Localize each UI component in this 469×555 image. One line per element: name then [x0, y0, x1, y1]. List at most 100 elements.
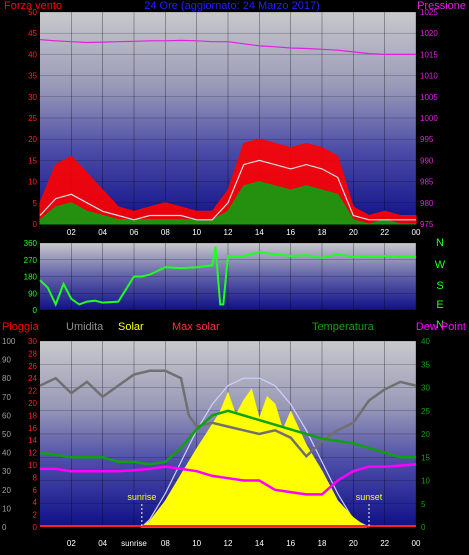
y-left-tick-label: 45	[28, 29, 37, 38]
x-tick-label: 12	[224, 228, 233, 237]
series-umidita	[39, 369, 417, 459]
y-right-tick-label: 980	[420, 199, 434, 208]
y-right-tick-label: 995	[420, 135, 434, 144]
x-tick-label: 16	[286, 539, 295, 548]
y-left-tick-label: 30	[28, 93, 37, 102]
y-left-tick-label: 5	[33, 199, 38, 208]
x-tick-label: 00	[412, 228, 421, 237]
compass-label: N	[436, 237, 444, 249]
x-tick-label: 22	[380, 228, 389, 237]
series-vento-medio	[39, 181, 416, 225]
label-humidity: Umidita	[66, 321, 104, 333]
y-tick-label: 0	[33, 306, 38, 315]
series-dew-point	[40, 462, 417, 496]
y-left-tick-label: 25	[28, 114, 37, 123]
y-humidity-tick-label: 100	[2, 337, 16, 346]
sunset-label: sunset	[356, 492, 383, 502]
compass-label: W	[435, 259, 446, 271]
x-tick-label: 20	[349, 228, 358, 237]
series-max-solar	[141, 377, 370, 528]
compass-label: E	[436, 299, 443, 311]
y-left-tick-label: 35	[28, 72, 37, 81]
y-tick-label: 90	[28, 289, 37, 298]
x-tick-label: 14	[255, 228, 264, 237]
y-tick-label: 180	[24, 273, 38, 282]
y-tick-label: 360	[24, 239, 38, 248]
y-rain-tick-label: 8	[33, 473, 38, 482]
y-rain-tick-label: 10	[28, 461, 37, 470]
series-media	[39, 159, 416, 221]
y-right-tick-label: 1000	[420, 114, 438, 123]
x-tick-label: sunrise	[121, 539, 147, 548]
y-rain-tick-label: 4	[33, 498, 38, 507]
y-left-tick-label: 15	[28, 156, 37, 165]
y-humidity-tick-label: 30	[2, 467, 11, 476]
y-tick-label: 270	[24, 256, 38, 265]
label-rain: Pioggia	[2, 321, 40, 333]
y-rain-tick-label: 0	[33, 523, 38, 532]
y-rain-tick-label: 18	[28, 411, 37, 420]
y-humidity-tick-label: 60	[2, 411, 11, 420]
y-right-tick-label: 1020	[420, 29, 438, 38]
x-tick-label: 22	[380, 539, 389, 548]
y-right-tick-label: 25	[421, 407, 430, 416]
series-temperatura	[39, 409, 416, 466]
label-wind: Forza vento	[4, 0, 62, 12]
y-left-tick-label: 50	[28, 8, 37, 17]
y-humidity-tick-label: 20	[2, 486, 11, 495]
series-pressione	[39, 39, 416, 56]
y-right-tick-label: 35	[421, 360, 430, 369]
x-tick-label: 12	[224, 539, 233, 548]
label-pressure: Pressione	[417, 0, 466, 12]
y-rain-tick-label: 24	[28, 374, 37, 383]
label-solar: Solar	[118, 321, 144, 333]
y-left-tick-label: 10	[28, 178, 37, 187]
x-tick-label: 14	[255, 539, 264, 548]
y-right-tick-label: 985	[420, 178, 434, 187]
y-right-tick-label: 1010	[420, 72, 438, 81]
y-right-tick-label: 30	[421, 384, 430, 393]
y-right-tick-label: 20	[421, 430, 430, 439]
y-humidity-tick-label: 10	[2, 504, 11, 513]
y-rain-tick-label: 20	[28, 399, 37, 408]
x-tick-label: 04	[98, 539, 107, 548]
compass-label: N	[436, 319, 444, 331]
y-right-tick-label: 0	[421, 523, 426, 532]
label-temperature: Temperatura	[312, 321, 375, 333]
compass-label: S	[436, 280, 443, 292]
label-max-solar: Max solar	[172, 321, 220, 333]
x-tick-label: 18	[318, 228, 327, 237]
y-rain-tick-label: 14	[28, 436, 37, 445]
x-tick-label: 02	[67, 228, 76, 237]
y-rain-tick-label: 26	[28, 362, 37, 371]
y-humidity-tick-label: 80	[2, 374, 11, 383]
chart-title: 24 Ore (aggiornato: 24 Marzo 2017)	[144, 0, 320, 12]
y-right-tick-label: 15	[421, 453, 430, 462]
x-tick-label: 08	[161, 539, 170, 548]
y-rain-tick-label: 6	[33, 486, 38, 495]
x-tick-label: 06	[130, 228, 139, 237]
x-tick-label: 02	[67, 539, 76, 548]
y-right-tick-label: 1015	[420, 50, 438, 59]
y-left-tick-label: 40	[28, 50, 37, 59]
y-rain-tick-label: 16	[28, 424, 37, 433]
y-right-tick-label: 1025	[420, 8, 438, 17]
series-direction	[39, 246, 416, 307]
y-right-tick-label: 5	[421, 500, 426, 509]
y-rain-tick-label: 28	[28, 349, 37, 358]
y-humidity-tick-label: 0	[2, 523, 7, 532]
y-humidity-tick-label: 40	[2, 449, 11, 458]
y-rain-tick-label: 12	[28, 449, 37, 458]
y-humidity-tick-label: 70	[2, 393, 11, 402]
y-right-tick-label: 1005	[420, 93, 438, 102]
y-humidity-tick-label: 50	[2, 430, 11, 439]
label-dew-point: Dew Point	[416, 321, 466, 333]
y-right-tick-label: 40	[421, 337, 430, 346]
y-humidity-tick-label: 90	[2, 356, 11, 365]
y-right-tick-label: 990	[420, 156, 434, 165]
y-rain-tick-label: 2	[33, 511, 38, 520]
x-tick-label: 04	[98, 228, 107, 237]
y-left-tick-label: 20	[28, 135, 37, 144]
